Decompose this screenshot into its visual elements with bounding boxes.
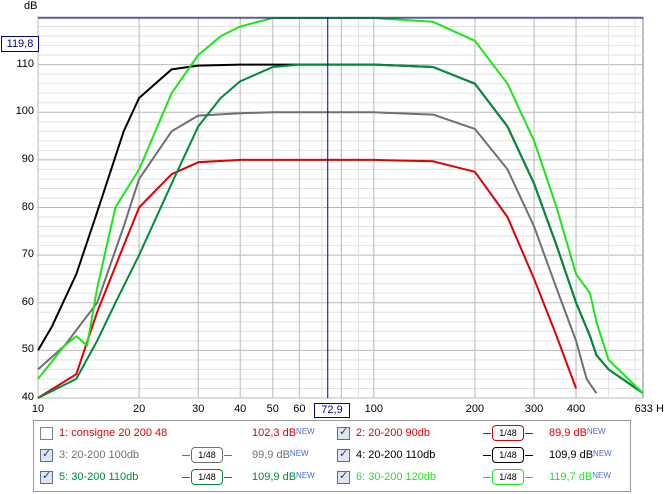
x-tick-label: 100 (364, 403, 384, 415)
y-tick-label: 90 (21, 152, 34, 165)
x-tick-label: 200 (465, 403, 485, 415)
cursor-value: 102,3 dBNEW (252, 427, 315, 439)
y-tick-label: 70 (21, 248, 34, 261)
frequency-response-plot[interactable] (0, 0, 664, 420)
y-tick-label: 60 (21, 295, 34, 308)
smoothing-badge[interactable]: 1/48 (483, 447, 533, 463)
series-line (37, 111, 598, 394)
series-line (37, 158, 578, 399)
smoothing-badge[interactable]: 1/48 (483, 469, 533, 485)
smoothing-label: 1/48 (499, 450, 517, 460)
smoothing-label: 1/48 (499, 472, 517, 482)
x-tick-label: 400 (566, 403, 586, 415)
line-color-swatch (483, 433, 491, 434)
smoothing-badge[interactable]: 1/48 (182, 469, 232, 485)
y-tick-label: 50 (21, 343, 34, 356)
x-tick-label: 10 (31, 403, 45, 415)
cursor-x-readout[interactable]: 72,9 (314, 403, 350, 418)
measurement-name[interactable]: 6: 30-200 120db (356, 471, 437, 483)
measurement-visibility-checkbox[interactable] (337, 425, 350, 440)
new-badge: NEW (296, 427, 315, 436)
cursor-value-text: 102,3 dB (252, 427, 297, 439)
new-badge: NEW (296, 471, 315, 480)
smoothing-label: 1/48 (499, 428, 517, 438)
measurement-name[interactable]: 3: 20-200 100db (59, 449, 140, 461)
line-color-swatch (525, 455, 533, 456)
x-tick-label: 20 (132, 403, 146, 415)
measurement-visibility-checkbox[interactable] (337, 447, 350, 462)
cursor-value: 119,7 dBNEW (549, 471, 611, 483)
cursor-value: 109,9 dBNEW (549, 449, 612, 461)
cursor-value-text: 119,7 dB (549, 471, 593, 483)
smoothing-label: 1/48 (198, 450, 216, 460)
line-color-swatch (182, 455, 190, 456)
smoothing-badge[interactable]: 1/48 (483, 425, 533, 441)
y-tick-label: 40 (21, 391, 34, 403)
x-tick-label: 633 Hz (634, 403, 664, 415)
new-badge: NEW (592, 471, 611, 480)
y-tick-label: 100 (15, 105, 34, 118)
cursor-value-text: 109,9 dB (252, 471, 297, 483)
x-tick-label: 30 (192, 403, 205, 415)
measurement-visibility-checkbox[interactable] (40, 427, 53, 440)
x-tick-label: 50 (266, 403, 279, 415)
line-color-swatch (182, 477, 190, 478)
cursor-value: 99,9 dBNEW (252, 449, 309, 461)
line-color-swatch (483, 477, 491, 478)
measurement-visibility-checkbox[interactable] (40, 469, 53, 484)
line-color-swatch (224, 477, 232, 478)
line-color-swatch (224, 455, 232, 456)
cursor-value-text: 109,9 dB (549, 449, 594, 461)
smoothing-badge[interactable]: 1/48 (182, 447, 232, 463)
line-color-swatch (525, 433, 533, 434)
measurement-name[interactable]: 4: 20-200 110db (356, 449, 436, 461)
x-tick-label: 40 (234, 403, 247, 415)
cursor-y-readout[interactable]: 119,8 (1, 36, 39, 52)
new-badge: NEW (586, 427, 606, 436)
x-tick-label: 300 (524, 403, 544, 415)
cursor-value: 109,9 dBNEW (252, 471, 315, 483)
new-badge: NEW (593, 449, 612, 458)
y-unit-label: dB (24, 0, 38, 12)
cursor-value-text: 99,9 dB (252, 449, 290, 461)
line-color-swatch (483, 455, 491, 456)
measurement-visibility-checkbox[interactable] (40, 447, 53, 462)
smoothing-label: 1/48 (198, 472, 216, 482)
measurement-name[interactable]: 5: 30-200 110db (59, 471, 139, 483)
new-badge: NEW (289, 449, 309, 458)
y-tick-label: 110 (16, 57, 34, 70)
x-tick-label: 60 (293, 403, 306, 415)
cursor-value-text: 89,9 dB (549, 427, 587, 439)
cursor-value: 89,9 dBNEW (549, 427, 606, 439)
measurement-visibility-checkbox[interactable] (337, 469, 350, 484)
measurement-name[interactable]: 2: 20-200 90db (356, 427, 431, 439)
line-color-swatch (525, 477, 533, 478)
measurement-name[interactable]: 1: consigne 20 200 48 (59, 427, 168, 439)
y-tick-label: 80 (21, 200, 34, 213)
